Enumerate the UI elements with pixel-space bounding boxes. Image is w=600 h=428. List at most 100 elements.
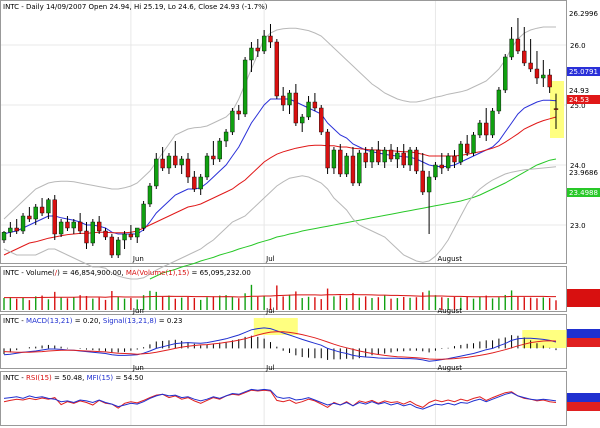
overlay-line	[3, 26, 556, 220]
candle-body	[515, 38, 521, 52]
candle-body	[255, 47, 260, 52]
month-label: Jun	[132, 364, 144, 372]
candle-body	[147, 185, 153, 205]
candle-body	[338, 149, 343, 175]
price-axis: 26.0 25.0 24.0 23.0	[570, 42, 586, 230]
signal-badge-bg	[567, 338, 600, 347]
label-part: Signal(13,21,8)	[103, 317, 157, 325]
rsi-panel-frame	[0, 371, 567, 426]
candle-body	[1, 231, 7, 241]
candle-body	[458, 143, 463, 163]
price-tick-label: 23.0	[570, 222, 586, 230]
candle-body	[306, 101, 311, 118]
candle-body	[471, 134, 476, 154]
mfi-badge-bg	[567, 393, 600, 402]
candle-body	[490, 110, 495, 136]
month-label: Jul	[265, 255, 275, 263]
overlay-line	[3, 166, 557, 280]
candle-body	[426, 176, 432, 193]
price-badge-value: 23.9686	[569, 169, 598, 177]
candle-body	[433, 164, 438, 178]
candle-body	[376, 149, 381, 163]
candle-body	[395, 152, 400, 160]
price-tick-label: 25.0	[570, 102, 586, 110]
candle-body	[39, 206, 45, 214]
candle-body	[58, 221, 64, 235]
candle-body	[528, 62, 533, 70]
volume-badge-bg	[567, 289, 600, 307]
candle-body	[65, 221, 70, 229]
price-panel-frame	[0, 0, 567, 264]
label-part: MFI(15)	[87, 374, 114, 382]
candle-body	[116, 239, 121, 256]
label-part: MACD(13,21)	[26, 317, 73, 325]
rsi-layer	[3, 388, 600, 411]
candle-body	[401, 152, 406, 166]
candle-body	[325, 131, 330, 169]
candle-body	[319, 107, 324, 133]
chart-title: INTC - Daily 14/09/2007 Open 24.94, Hi 2…	[3, 3, 268, 11]
price-badge-value: 25.0791	[569, 68, 598, 76]
price-badge-value: 23.4988	[569, 189, 598, 197]
volume-layer	[3, 284, 600, 310]
candle-body	[547, 74, 552, 88]
candle-body	[97, 221, 102, 232]
candle-body	[553, 108, 559, 110]
candle-body	[52, 199, 57, 235]
volume-ma-line	[4, 293, 556, 299]
month-label: August	[437, 307, 462, 315]
volume-panel-frame	[0, 266, 567, 312]
label-part: = 0.23	[157, 317, 183, 325]
macd-highlight-box-2	[522, 330, 567, 348]
candle-body	[211, 155, 216, 160]
candle-body	[452, 155, 457, 163]
candle-body	[331, 149, 337, 169]
candle-body	[198, 176, 203, 190]
label-part: /	[55, 269, 58, 277]
candle-body	[192, 176, 197, 190]
label-part: ) = 46,854,900.00,	[57, 269, 126, 277]
candle-body	[261, 35, 267, 52]
candle-body	[509, 38, 514, 58]
macd-layer	[3, 327, 600, 362]
overlay-line	[3, 98, 557, 235]
candle-body	[281, 95, 286, 106]
candle-body	[268, 35, 273, 43]
candle-body	[84, 230, 89, 244]
rsi-panel-label: INTC - RSI(15) = 50.48, MFI(15) = 54.50	[3, 374, 143, 382]
candle-body	[141, 203, 146, 229]
mfi-line	[3, 388, 557, 410]
overlay-line	[149, 158, 557, 280]
macd-panel-label: INTC - MACD(13,21) = 0.20, Signal(13,21,…	[3, 317, 182, 325]
price-tick-label: 24.0	[570, 162, 586, 170]
candle-body	[103, 230, 108, 238]
rsi-badge-bg	[567, 402, 600, 411]
candle-body	[503, 56, 508, 91]
macd-badge-bg	[567, 329, 600, 338]
candle-body	[541, 74, 546, 79]
candle-body	[230, 110, 235, 133]
label-part: MA(Volume(1),15)	[126, 269, 190, 277]
price-badge-bg	[567, 67, 600, 76]
candle-body	[179, 158, 184, 166]
candle-body	[312, 101, 318, 109]
candle-body	[439, 164, 444, 169]
candle-body	[20, 215, 26, 232]
label-part: = 0.20,	[73, 317, 103, 325]
candle-body	[71, 221, 76, 229]
candle-body	[204, 155, 210, 178]
price-tick-label: 26.0	[570, 42, 586, 50]
candle-body	[236, 110, 241, 115]
candle-body	[369, 149, 375, 163]
candle-body	[287, 92, 292, 106]
candle-body	[388, 149, 394, 160]
candle-body	[274, 41, 279, 97]
candle-body	[407, 149, 413, 166]
candle-body	[249, 47, 254, 61]
candle-body	[496, 89, 502, 112]
candle-body	[122, 233, 127, 241]
label-part: INTC -	[3, 374, 26, 382]
candle-body	[465, 143, 470, 154]
